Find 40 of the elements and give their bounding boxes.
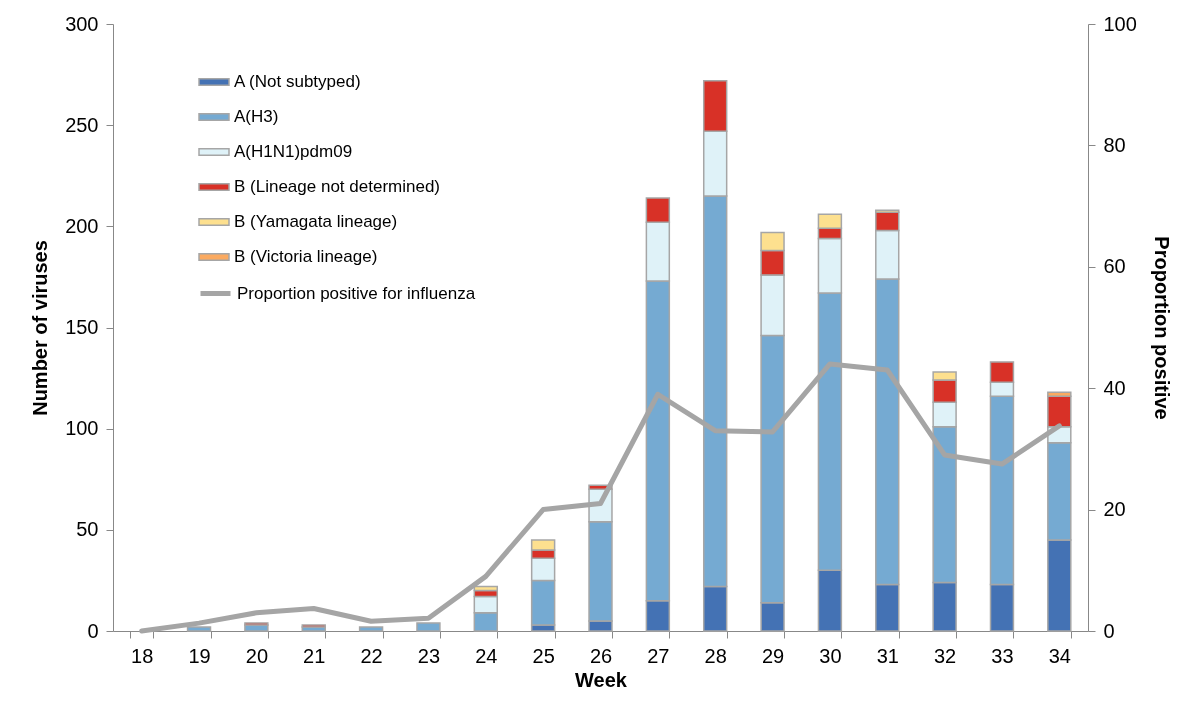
y2-tick-label: 20	[1103, 498, 1126, 521]
x-tick-label: 23	[417, 644, 441, 667]
legend-label: A(H1N1)pdm09	[234, 142, 353, 161]
y2-tick-label: 40	[1103, 376, 1126, 399]
x-tick-label: 30	[819, 644, 842, 667]
y2-tick-label: 80	[1103, 133, 1126, 156]
y-tick-label: 150	[65, 316, 99, 338]
x-tick-label: 21	[303, 644, 326, 667]
x-tick-label: 19	[188, 644, 211, 667]
y2-axis-title: Proportion positive	[1150, 236, 1173, 420]
x-tick-label: 31	[876, 644, 899, 667]
y-tick-label: 250	[65, 113, 99, 136]
y-tick-label: 50	[76, 518, 99, 541]
y-tick-label: 300	[65, 12, 99, 35]
x-tick-label: 20	[245, 644, 269, 667]
x-tick-label: 25	[532, 644, 555, 667]
x-tick-label: 18	[131, 644, 154, 667]
legend-label: A (Not subtyped)	[234, 72, 361, 91]
x-tick-label: 29	[761, 644, 785, 667]
x-tick-label: 22	[360, 644, 383, 667]
x-tick-label: 24	[475, 644, 498, 667]
x-tick-label: 33	[991, 644, 1014, 667]
legend-label: Proportion positive for influenza	[237, 283, 476, 303]
legend-label: B (Victoria lineage)	[234, 247, 378, 266]
y2-tick-label: 0	[1103, 619, 1115, 642]
legend-label: B (Yamagata lineage)	[234, 212, 398, 231]
x-tick-label: 32	[933, 644, 957, 667]
x-tick-label: 28	[704, 644, 727, 667]
legend-label: A(H3)	[234, 107, 279, 126]
y-tick-label: 200	[65, 214, 99, 237]
y2-tick-label: 100	[1103, 12, 1137, 35]
y-axis-title: Number of viruses	[29, 240, 52, 416]
x-tick-label: 34	[1048, 644, 1071, 667]
y-tick-label: 0	[87, 619, 99, 642]
x-axis-title: Week	[575, 668, 628, 691]
legend-label: B (Lineage not determined)	[234, 177, 441, 196]
x-tick-label: 27	[647, 644, 670, 667]
y-tick-label: 100	[65, 417, 99, 440]
y2-tick-label: 60	[1103, 255, 1126, 278]
x-tick-label: 26	[589, 644, 613, 667]
